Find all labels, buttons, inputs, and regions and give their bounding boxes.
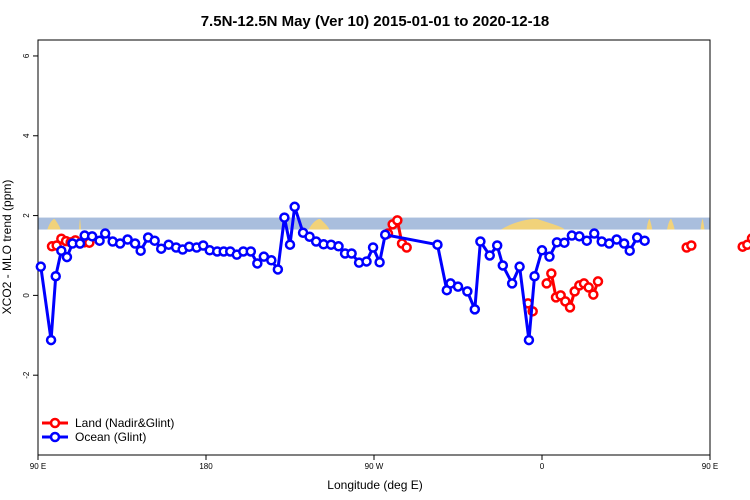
ocean-series-point: [611, 234, 622, 245]
map-band-land: [308, 219, 330, 230]
x-tick-label: 90 E: [702, 462, 718, 471]
x-tick-label: 0: [540, 462, 545, 471]
legend-marker-land: [49, 417, 61, 429]
map-band-land: [500, 219, 565, 230]
ocean-series-point: [135, 245, 146, 256]
land-series-point: [592, 276, 604, 287]
legend-marker-ocean: [49, 431, 61, 443]
ocean-series-point: [639, 235, 650, 246]
ocean-series-point: [529, 270, 540, 282]
x-axis-label: Longitude (deg E): [327, 478, 422, 492]
ocean-series-point: [589, 228, 600, 239]
series-layer: [35, 201, 750, 346]
ocean-series-point: [333, 241, 344, 252]
ocean-series-point: [506, 278, 518, 289]
ocean-series-point: [379, 229, 391, 240]
ocean-series-point: [432, 239, 443, 250]
land-series-point: [686, 240, 697, 251]
ocean-series-point: [56, 245, 67, 256]
ocean-series-point: [304, 231, 315, 242]
ocean-series-point: [94, 235, 105, 246]
ocean-series-point: [50, 270, 61, 282]
ocean-series-point: [197, 240, 209, 251]
ocean-series-point: [252, 258, 263, 269]
ocean-series-point: [497, 260, 509, 271]
ocean-series-point: [284, 239, 296, 250]
land-series-point: [583, 282, 594, 293]
ocean-series-point: [484, 250, 495, 261]
map-band: [38, 217, 710, 230]
ocean-series-point: [618, 238, 630, 249]
land-series-point: [588, 289, 599, 300]
land-series-point: [564, 302, 576, 313]
ocean-series-point: [129, 238, 141, 249]
ocean-series-point: [245, 246, 257, 257]
ocean-series-point: [514, 261, 525, 272]
ocean-series-point: [559, 237, 570, 248]
land-series-point: [401, 242, 412, 253]
ocean-series-point: [374, 257, 385, 268]
ocean-series-point: [35, 261, 47, 272]
map-band-land: [646, 219, 653, 230]
ocean-series-point: [114, 238, 126, 249]
ocean-series-point: [272, 264, 284, 275]
chart-title: 7.5N-12.5N May (Ver 10) 2015-01-01 to 20…: [201, 13, 550, 30]
y-tick-label: 0: [22, 293, 31, 298]
map-band-land: [47, 219, 61, 230]
x-tick-label: 180: [199, 462, 213, 471]
ocean-series-point: [86, 231, 98, 242]
map-band-land: [667, 219, 675, 230]
ocean-series-point: [149, 235, 160, 246]
map-band-land: [79, 219, 81, 230]
land-series-point: [546, 268, 557, 279]
ocean-series-point: [536, 245, 548, 256]
ocean-series-point: [99, 228, 111, 239]
ocean-series-point: [491, 240, 503, 251]
map-band-ocean: [38, 217, 710, 230]
ocean-series-point: [469, 304, 481, 315]
y-tick-label: 2: [22, 213, 31, 218]
ocean-series-point: [475, 236, 486, 247]
map-band-land: [700, 219, 705, 230]
ocean-series-point: [574, 231, 585, 242]
ocean-series-point: [523, 334, 535, 346]
ocean-series-point: [45, 334, 57, 346]
land-series-point: [392, 215, 403, 226]
y-tick-label: 4: [22, 133, 31, 138]
ocean-series-point: [279, 212, 290, 223]
ocean-series-point: [367, 242, 379, 253]
land-series-point: [541, 278, 552, 289]
ocean-series-point: [452, 281, 464, 292]
x-axis: 90 E 180 90 W 0 90 E: [30, 455, 718, 471]
y-tick-label: -2: [22, 371, 31, 379]
y-axis-label: XCO2 - MLO trend (ppm): [0, 180, 14, 315]
ocean-series-point: [74, 238, 86, 249]
ocean-series-point: [361, 256, 372, 267]
ocean-series-point: [544, 251, 555, 262]
ocean-series-point: [266, 255, 277, 266]
ocean-series-point: [122, 234, 133, 245]
ocean-series-point: [462, 286, 473, 297]
ocean-series-point: [624, 245, 635, 256]
ocean-series-point: [603, 238, 615, 249]
ocean-series-point: [155, 243, 167, 254]
ocean-series-point: [61, 251, 73, 263]
legend: Land (Nadir&Glint) Ocean (Glint): [42, 416, 174, 444]
y-axis: -2 0 2 4 6: [22, 53, 38, 379]
ocean-series-point: [346, 248, 357, 259]
x-tick-label: 90 E: [30, 462, 46, 471]
legend-label-ocean: Ocean (Glint): [75, 430, 146, 444]
x-tick-label: 90 W: [365, 462, 384, 471]
ocean-series-point: [581, 235, 593, 246]
ocean-series-point: [289, 201, 300, 213]
legend-label-land: Land (Nadir&Glint): [75, 416, 174, 430]
y-tick-label: 6: [22, 53, 31, 58]
